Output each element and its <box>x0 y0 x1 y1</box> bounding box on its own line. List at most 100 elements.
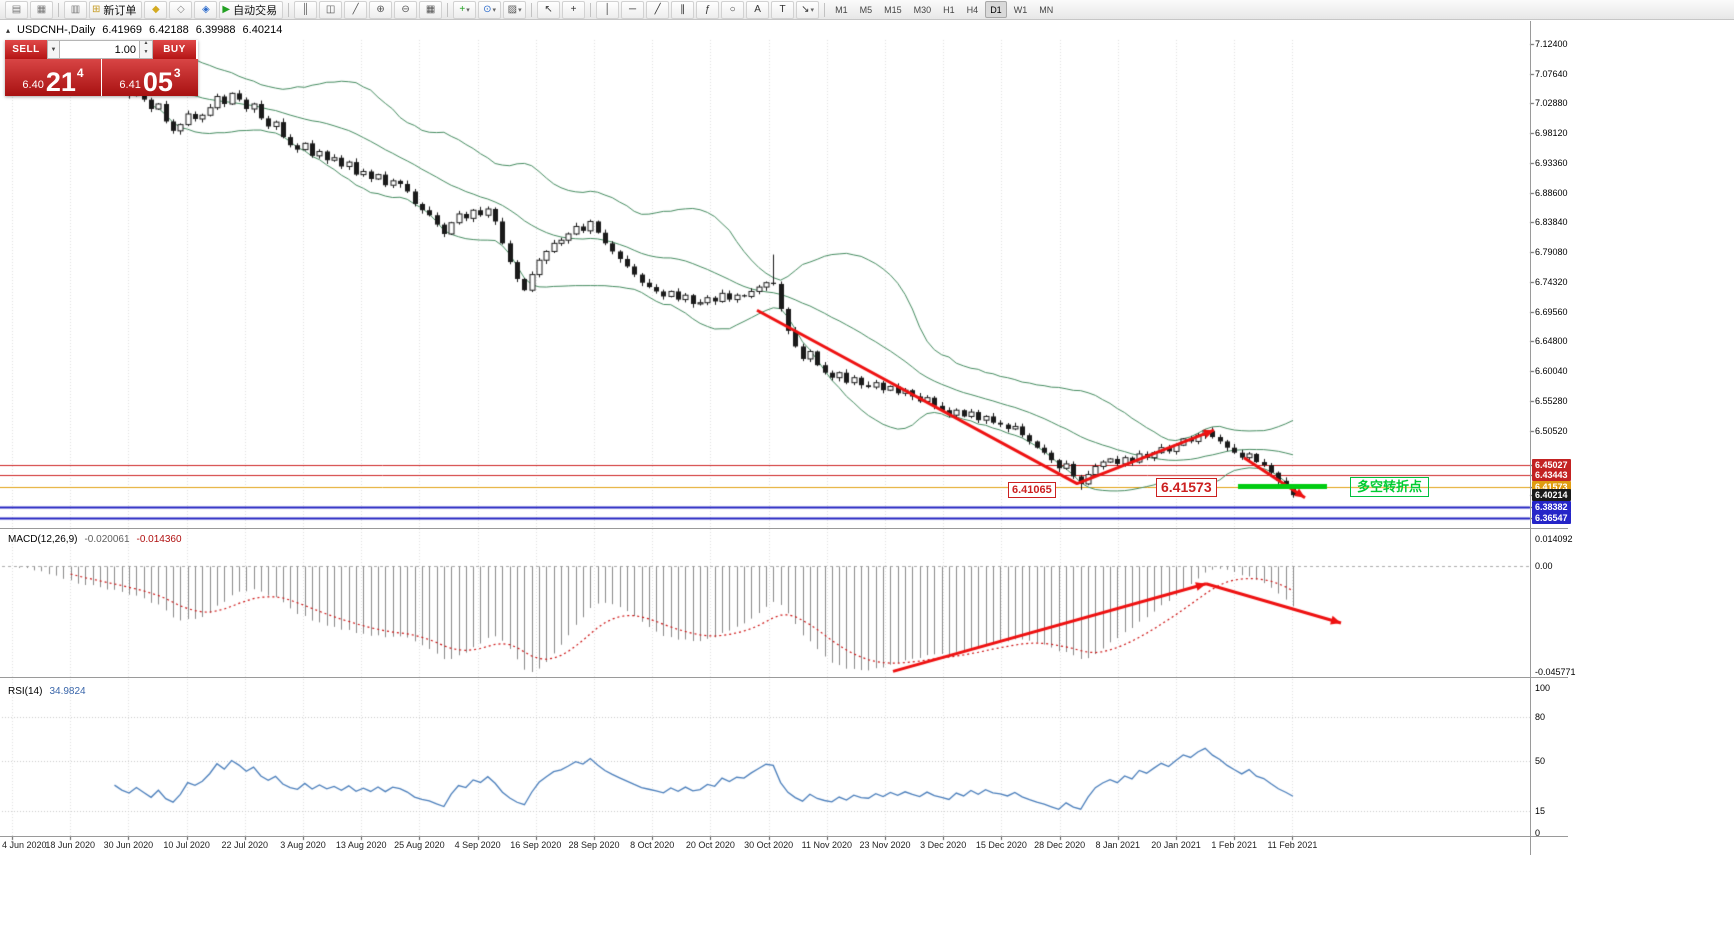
new-chart-icon: ▤ <box>11 3 22 15</box>
tile-windows-icon: ▦ <box>425 3 436 15</box>
periods-button[interactable]: ⊙ ▾ <box>478 0 502 19</box>
market-watch-button[interactable]: ▥ <box>64 0 87 19</box>
profiles-button[interactable]: ▦ <box>30 0 53 19</box>
volume-dropdown-button[interactable]: ▼ <box>47 40 60 59</box>
price-tag: 6.36547 <box>1532 512 1571 524</box>
buy-button[interactable]: BUY <box>153 40 196 59</box>
chart-title: ▴ USDCNH-,Daily 6.41969 6.42188 6.39988 … <box>6 24 282 36</box>
price-axis-border <box>1530 21 1531 855</box>
price-axis-label: 7.12400 <box>1535 39 1568 49</box>
price-tag: 6.38382 <box>1532 500 1571 513</box>
metaeditor-icon: ◆ <box>152 3 160 15</box>
chart-title-close: 6.40214 <box>242 24 283 36</box>
time-axis-label: 15 Dec 2020 <box>975 840 1027 850</box>
price-label-swing-low[interactable]: 6.41065 <box>1008 481 1056 498</box>
zoom-in-button[interactable]: ⊕ <box>369 0 393 19</box>
timeframe-h4[interactable]: H4 <box>966 4 979 15</box>
caret-down-icon: ▾ <box>518 6 522 14</box>
text-button[interactable]: A <box>746 0 770 19</box>
templates-button[interactable]: ▨ ▾ <box>503 0 527 19</box>
shapes-icon: ○ <box>729 3 736 15</box>
timeframe-w1[interactable]: W1 <box>1013 4 1028 15</box>
new-order-button[interactable]: ⊞ 新订单 <box>89 0 143 19</box>
price-label-key-level[interactable]: 6.41573 <box>1156 477 1217 497</box>
sell-button[interactable]: SELL <box>5 40 47 59</box>
buy-price-big: 05 <box>142 67 173 97</box>
buy-price-sup: 3 <box>173 66 181 80</box>
cursor-icon: ↖ <box>544 3 553 15</box>
price-tag: 6.40214 <box>1532 489 1571 502</box>
timeframe-m5[interactable]: M5 <box>859 4 873 15</box>
timeframe-mn[interactable]: MN <box>1039 4 1054 15</box>
time-axis-label: 4 Sep 2020 <box>454 840 501 850</box>
macd-axis-label: -0.045771 <box>1535 667 1576 677</box>
toolbar-separator <box>58 2 59 17</box>
shapes-button[interactable]: ○ <box>721 0 745 19</box>
arrows-button[interactable]: ↘ ▾ <box>796 0 820 19</box>
timeframe-h1[interactable]: H1 <box>943 4 955 15</box>
timeframe-d1[interactable]: D1 <box>985 1 1007 18</box>
text-label-button[interactable]: T <box>771 0 795 19</box>
alerts-button[interactable]: ◈ <box>194 0 218 19</box>
time-axis-label: 20 Jan 2021 <box>1151 840 1201 850</box>
bar-chart-button[interactable]: ║ <box>294 0 318 19</box>
script-button[interactable]: ◇ <box>169 0 193 19</box>
timeframe-m1[interactable]: M1 <box>835 4 848 15</box>
stepper-up-icon[interactable]: ▲ <box>143 40 149 46</box>
rsi-axis-label: 50 <box>1535 755 1546 766</box>
periods-icon: ⊙ <box>483 3 492 15</box>
autotrading-icon: ▶ <box>222 3 231 15</box>
fibonacci-icon: ƒ <box>704 3 711 15</box>
price-axis-label: 6.69560 <box>1535 306 1568 317</box>
macd-axis-label: 0.00 <box>1535 561 1553 572</box>
time-axis[interactable]: 4 Jun 2020 18 Jun 2020 30 Jun 2020 10 Jul 2… <box>0 838 1568 854</box>
time-axis-label: 10 Jul 2020 <box>163 840 210 850</box>
stepper-down-icon[interactable]: ▼ <box>143 48 149 55</box>
time-axis-label: 18 Jun 2020 <box>45 840 95 850</box>
time-axis-label: 16 Sep 2020 <box>510 840 562 850</box>
turning-point-note[interactable]: 多空转折点 <box>1350 476 1430 497</box>
price-axis-label: 6.55280 <box>1535 395 1568 406</box>
rsi-axis-label: 0 <box>1535 828 1541 838</box>
new-chart-button[interactable]: ▤ <box>5 0 28 19</box>
candlestick-chart-button[interactable]: ◫ <box>319 0 343 19</box>
crosshair-button[interactable]: + <box>562 0 586 19</box>
indicators-button[interactable]: + ▾ <box>453 0 477 19</box>
fibonacci-button[interactable]: ƒ <box>696 0 720 19</box>
volume-input[interactable] <box>60 40 140 59</box>
metaeditor-button[interactable]: ◆ <box>144 0 168 19</box>
horizontal-line-button[interactable]: ─ <box>621 0 645 19</box>
zoom-out-button[interactable]: ⊖ <box>394 0 418 19</box>
price-axis[interactable]: 7.12400 7.07640 7.02880 6.98120 6.93360 6.886… <box>1530 0 1605 880</box>
toolbar-separator <box>531 2 533 17</box>
time-axis-label: 30 Jun 2020 <box>103 840 154 850</box>
trendline-icon: ╱ <box>654 3 661 15</box>
vertical-line-icon: │ <box>604 3 611 15</box>
sell-price-sup: 4 <box>76 66 84 80</box>
pane-separator[interactable] <box>0 677 1568 678</box>
cursor-button[interactable]: ↖ <box>537 0 561 19</box>
volume-stepper[interactable]: ▲ ▼ <box>140 40 153 59</box>
time-axis-label: 20 Oct 2020 <box>685 840 735 850</box>
buy-price[interactable]: 6.41 05 3 <box>102 59 198 96</box>
time-axis-label: 25 Aug 2020 <box>394 840 445 850</box>
timeframe-m30[interactable]: M30 <box>913 4 932 15</box>
pane-separator[interactable] <box>0 528 1568 529</box>
bar-chart-icon: ║ <box>302 3 310 15</box>
new-order-label: 新订单 <box>103 4 137 17</box>
sell-price[interactable]: 6.40 21 4 <box>5 59 101 96</box>
tile-windows-button[interactable]: ▦ <box>419 0 443 19</box>
arrows-icon: ↘ <box>801 3 810 15</box>
indicators-icon: + <box>459 3 466 15</box>
line-chart-button[interactable]: ╱ <box>344 0 368 19</box>
equidistant-channel-button[interactable]: ∥ <box>671 0 695 19</box>
timeframe-m15[interactable]: M15 <box>884 4 902 15</box>
caret-down-icon: ▾ <box>492 6 497 14</box>
autotrading-button[interactable]: ▶ 自动交易 <box>219 0 284 19</box>
rsi-axis-label: 100 <box>1535 683 1551 693</box>
vertical-line-button[interactable]: │ <box>596 0 620 19</box>
price-axis-label: 6.64800 <box>1535 336 1568 347</box>
trendline-button[interactable]: ╱ <box>646 0 670 19</box>
rsi-axis-label: 15 <box>1535 806 1546 817</box>
